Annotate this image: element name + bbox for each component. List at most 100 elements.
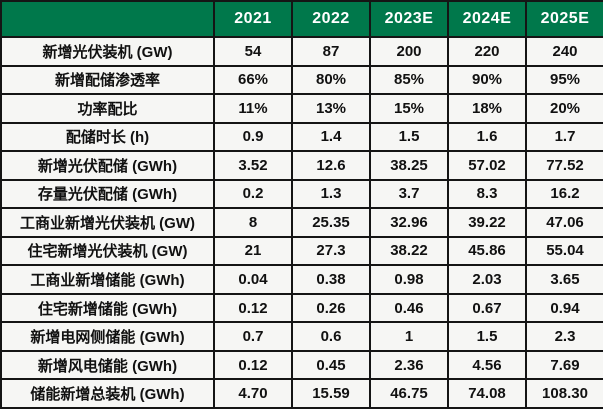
value-cell: 0.26 [291,292,371,324]
value-cell: 0.94 [525,292,603,324]
value-cell: 45.86 [447,235,527,267]
table-row: 功率配比 11% 13% 15% 18% 20% [0,93,603,124]
value-cell: 15.59 [291,378,371,409]
value-cell: 0.98 [369,264,449,295]
value-cell: 0.46 [369,292,449,324]
value-cell: 39.22 [447,207,527,238]
value-cell: 13% [291,93,371,124]
value-cell: 8 [213,207,293,238]
year-header-cell: 2021 [213,0,293,38]
value-cell: 240 [525,36,603,67]
value-cell: 1 [369,321,449,352]
value-cell: 12.6 [291,150,371,181]
value-cell: 77.52 [525,150,603,181]
row-label: 功率配比 [0,93,215,124]
value-cell: 46.75 [369,378,449,409]
table-row: 新增风电储能 (GWh) 0.12 0.45 2.36 4.56 7.69 [0,349,603,381]
table-row: 工商业新增储能 (GWh) 0.04 0.38 0.98 2.03 3.65 [0,264,603,295]
row-label: 住宅新增光伏装机 (GW) [0,235,215,267]
value-cell: 80% [291,64,371,96]
value-cell: 0.67 [447,292,527,324]
value-cell: 57.02 [447,150,527,181]
table-row: 储能新增总装机 (GWh) 4.70 15.59 46.75 74.08 108.30 [0,378,603,409]
value-cell: 25.35 [291,207,371,238]
value-cell: 3.7 [369,178,449,210]
table-row: 新增电网侧储能 (GWh) 0.7 0.6 1 1.5 2.3 [0,321,603,352]
year-header-cell: 2023E [369,0,449,38]
value-cell: 1.5 [447,321,527,352]
value-cell: 2.36 [369,349,449,381]
value-cell: 0.12 [213,292,293,324]
value-cell: 74.08 [447,378,527,409]
corner-header-cell [0,0,215,38]
row-label: 住宅新增储能 (GWh) [0,292,215,324]
value-cell: 0.04 [213,264,293,295]
value-cell: 32.96 [369,207,449,238]
table-row: 工商业新增光伏装机 (GW) 8 25.35 32.96 39.22 47.06 [0,207,603,238]
value-cell: 0.12 [213,349,293,381]
value-cell: 15% [369,93,449,124]
row-label: 工商业新增储能 (GWh) [0,264,215,295]
value-cell: 27.3 [291,235,371,267]
value-cell: 200 [369,36,449,67]
value-cell: 18% [447,93,527,124]
table-row: 存量光伏配储 (GWh) 0.2 1.3 3.7 8.3 16.2 [0,178,603,210]
value-cell: 1.7 [525,121,603,153]
value-cell: 0.6 [291,321,371,352]
value-cell: 66% [213,64,293,96]
value-cell: 8.3 [447,178,527,210]
value-cell: 220 [447,36,527,67]
value-cell: 4.56 [447,349,527,381]
value-cell: 0.38 [291,264,371,295]
value-cell: 85% [369,64,449,96]
value-cell: 21 [213,235,293,267]
year-header-cell: 2024E [447,0,527,38]
value-cell: 95% [525,64,603,96]
header-row: 2021 2022 2023E 2024E 2025E [0,0,603,38]
table-header: 2021 2022 2023E 2024E 2025E [0,0,603,38]
value-cell: 38.22 [369,235,449,267]
value-cell: 108.30 [525,378,603,409]
row-label: 新增电网侧储能 (GWh) [0,321,215,352]
value-cell: 1.4 [291,121,371,153]
value-cell: 1.6 [447,121,527,153]
value-cell: 2.03 [447,264,527,295]
table-row: 住宅新增储能 (GWh) 0.12 0.26 0.46 0.67 0.94 [0,292,603,324]
value-cell: 1.3 [291,178,371,210]
year-header-cell: 2025E [525,0,603,38]
row-label: 新增配储渗透率 [0,64,215,96]
year-header-cell: 2022 [291,0,371,38]
value-cell: 20% [525,93,603,124]
row-label: 新增光伏装机 (GW) [0,36,215,67]
value-cell: 54 [213,36,293,67]
value-cell: 0.45 [291,349,371,381]
table-row: 配储时长 (h) 0.9 1.4 1.5 1.6 1.7 [0,121,603,153]
value-cell: 1.5 [369,121,449,153]
row-label: 新增光伏配储 (GWh) [0,150,215,181]
row-label: 新增风电储能 (GWh) [0,349,215,381]
value-cell: 0.2 [213,178,293,210]
row-label: 配储时长 (h) [0,121,215,153]
value-cell: 47.06 [525,207,603,238]
table-row: 新增光伏配储 (GWh) 3.52 12.6 38.25 57.02 77.52 [0,150,603,181]
value-cell: 90% [447,64,527,96]
value-cell: 55.04 [525,235,603,267]
value-cell: 7.69 [525,349,603,381]
table-row: 新增配储渗透率 66% 80% 85% 90% 95% [0,64,603,96]
value-cell: 2.3 [525,321,603,352]
row-label: 储能新增总装机 (GWh) [0,378,215,409]
table-row: 新增光伏装机 (GW) 54 87 200 220 240 [0,36,603,67]
value-cell: 0.9 [213,121,293,153]
row-label: 工商业新增光伏装机 (GW) [0,207,215,238]
value-cell: 87 [291,36,371,67]
value-cell: 11% [213,93,293,124]
table-body: 新增光伏装机 (GW) 54 87 200 220 240 新增配储渗透率 66% 80% 85%… [0,36,603,409]
table-row: 住宅新增光伏装机 (GW) 21 27.3 38.22 45.86 55.04 [0,235,603,267]
value-cell: 0.7 [213,321,293,352]
value-cell: 38.25 [369,150,449,181]
value-cell: 16.2 [525,178,603,210]
value-cell: 3.65 [525,264,603,295]
row-label: 存量光伏配储 (GWh) [0,178,215,210]
